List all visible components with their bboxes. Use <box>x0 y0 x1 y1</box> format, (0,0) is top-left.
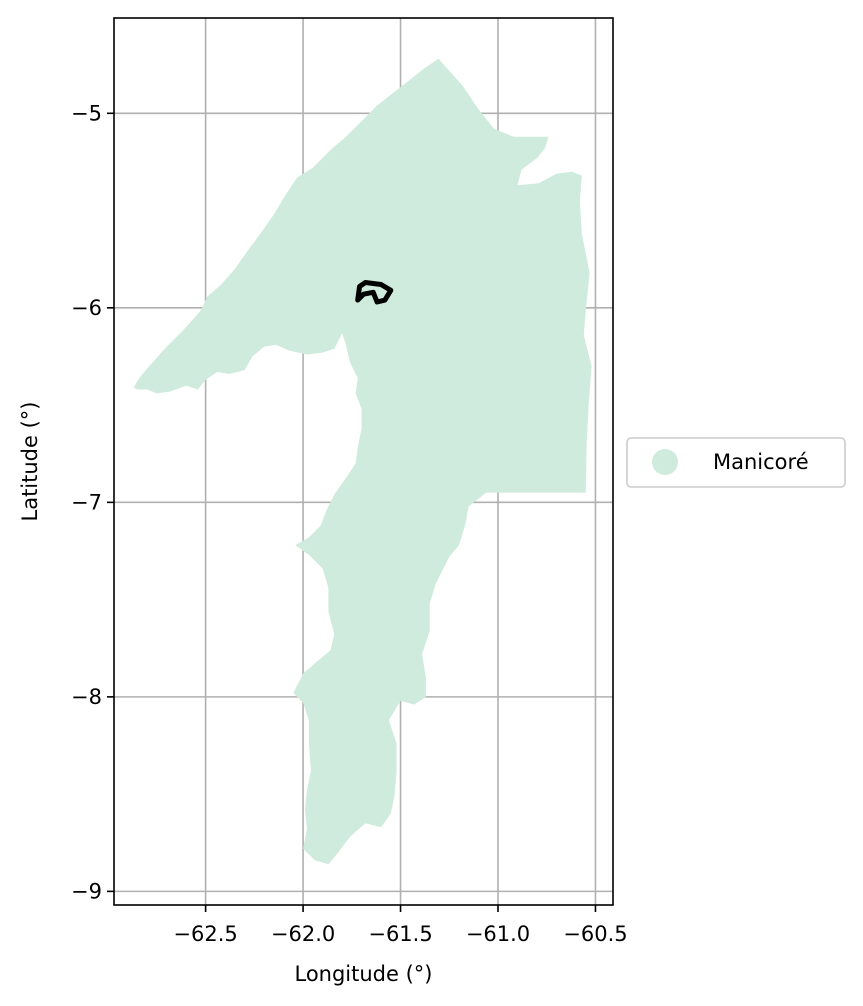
legend-box <box>626 437 846 488</box>
map-features <box>355 280 394 305</box>
map-regions <box>133 58 592 865</box>
y-axis-ticks: −5 −6 −7 −8 −9 <box>71 101 114 903</box>
x-tick-label-0: −62.5 <box>173 922 237 946</box>
y-tick-label-2: −7 <box>71 490 102 514</box>
feature-outline-0 <box>355 280 394 305</box>
x-tick-label-3: −61.0 <box>466 922 530 946</box>
legend: Manicoré <box>626 437 846 488</box>
legend-marker-manicore <box>652 449 678 475</box>
legend-label-manicore: Manicoré <box>713 450 809 474</box>
x-tick-label-4: −60.5 <box>563 922 627 946</box>
y-tick-label-4: −9 <box>71 879 102 903</box>
y-tick-label-0: −5 <box>71 101 102 125</box>
x-tick-label-1: −62.0 <box>271 922 335 946</box>
x-tick-label-2: −61.5 <box>368 922 432 946</box>
y-tick-label-1: −6 <box>71 296 102 320</box>
y-tick-label-3: −8 <box>71 685 102 709</box>
plot-frame <box>113 17 614 906</box>
x-axis-label: Longitude (°) <box>294 962 432 986</box>
x-axis-ticks: −62.5 −62.0 −61.5 −61.0 −60.5 <box>173 905 628 946</box>
y-axis-label: Latitude (°) <box>18 402 42 522</box>
region-manicor <box>133 58 592 865</box>
